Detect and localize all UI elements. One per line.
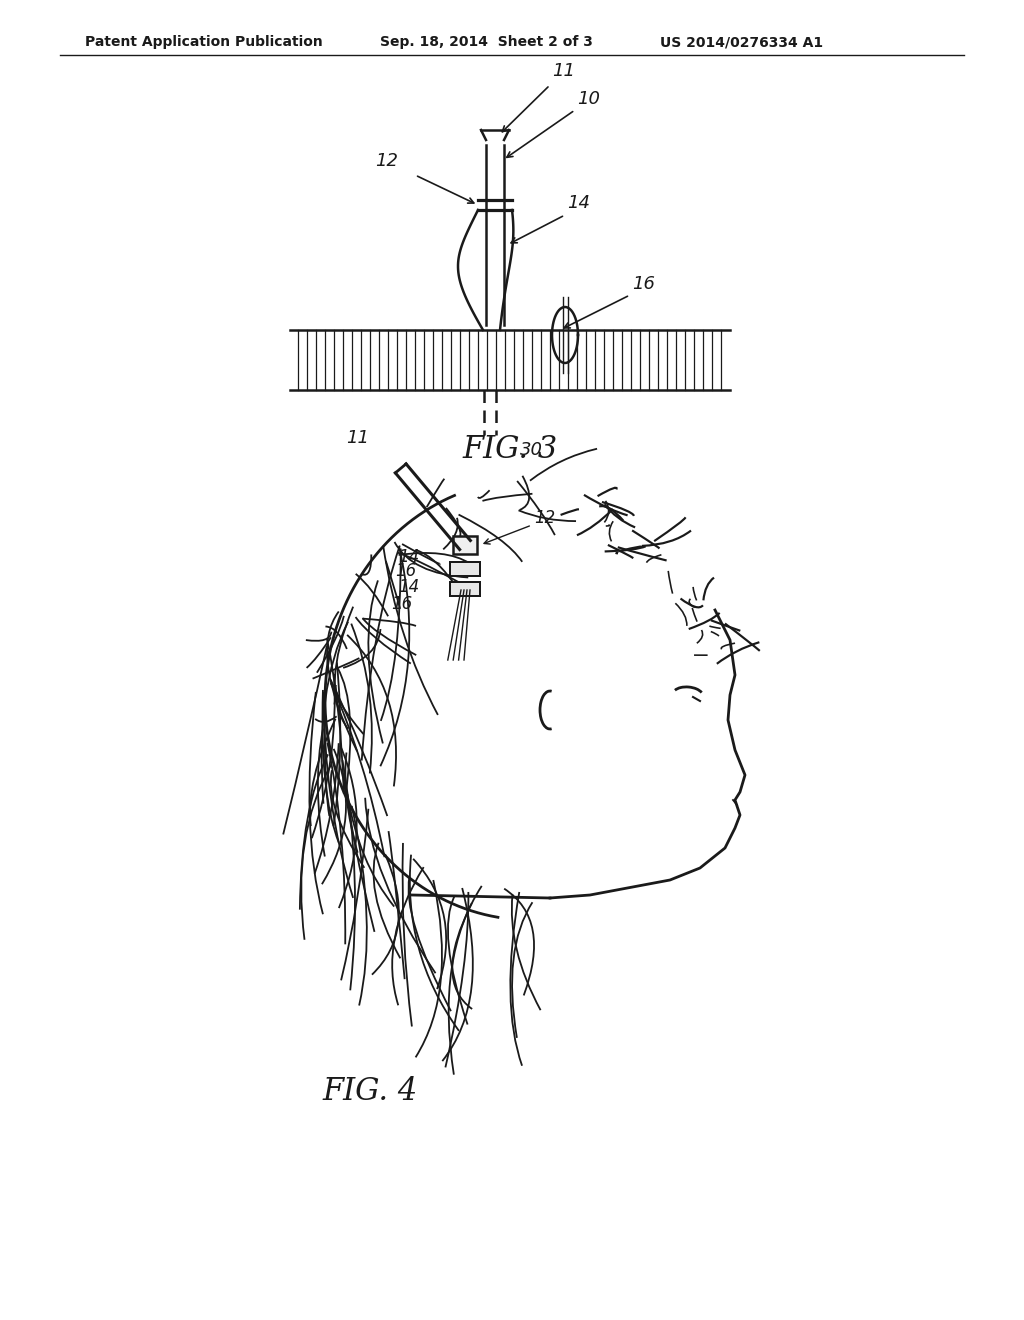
Text: FIG. 3: FIG. 3	[463, 434, 558, 466]
Text: 16: 16	[391, 595, 413, 612]
Bar	[450, 562, 480, 576]
Text: 10: 10	[577, 90, 600, 108]
Text: US 2014/0276334 A1: US 2014/0276334 A1	[660, 36, 823, 49]
Text: 12: 12	[534, 510, 555, 527]
Text: 14: 14	[567, 194, 590, 213]
Text: 16: 16	[632, 275, 655, 293]
Text: 16: 16	[395, 562, 416, 579]
Text: 12: 12	[375, 152, 398, 170]
Bar	[453, 536, 477, 554]
Text: 11: 11	[346, 429, 369, 447]
Bar	[450, 582, 480, 597]
Text: FIG. 4: FIG. 4	[323, 1077, 418, 1107]
Text: Patent Application Publication: Patent Application Publication	[85, 36, 323, 49]
Text: 30: 30	[520, 441, 543, 459]
Text: 14: 14	[398, 548, 419, 566]
Text: 11: 11	[552, 62, 575, 81]
Text: 14: 14	[398, 578, 419, 597]
Text: Sep. 18, 2014  Sheet 2 of 3: Sep. 18, 2014 Sheet 2 of 3	[380, 36, 593, 49]
